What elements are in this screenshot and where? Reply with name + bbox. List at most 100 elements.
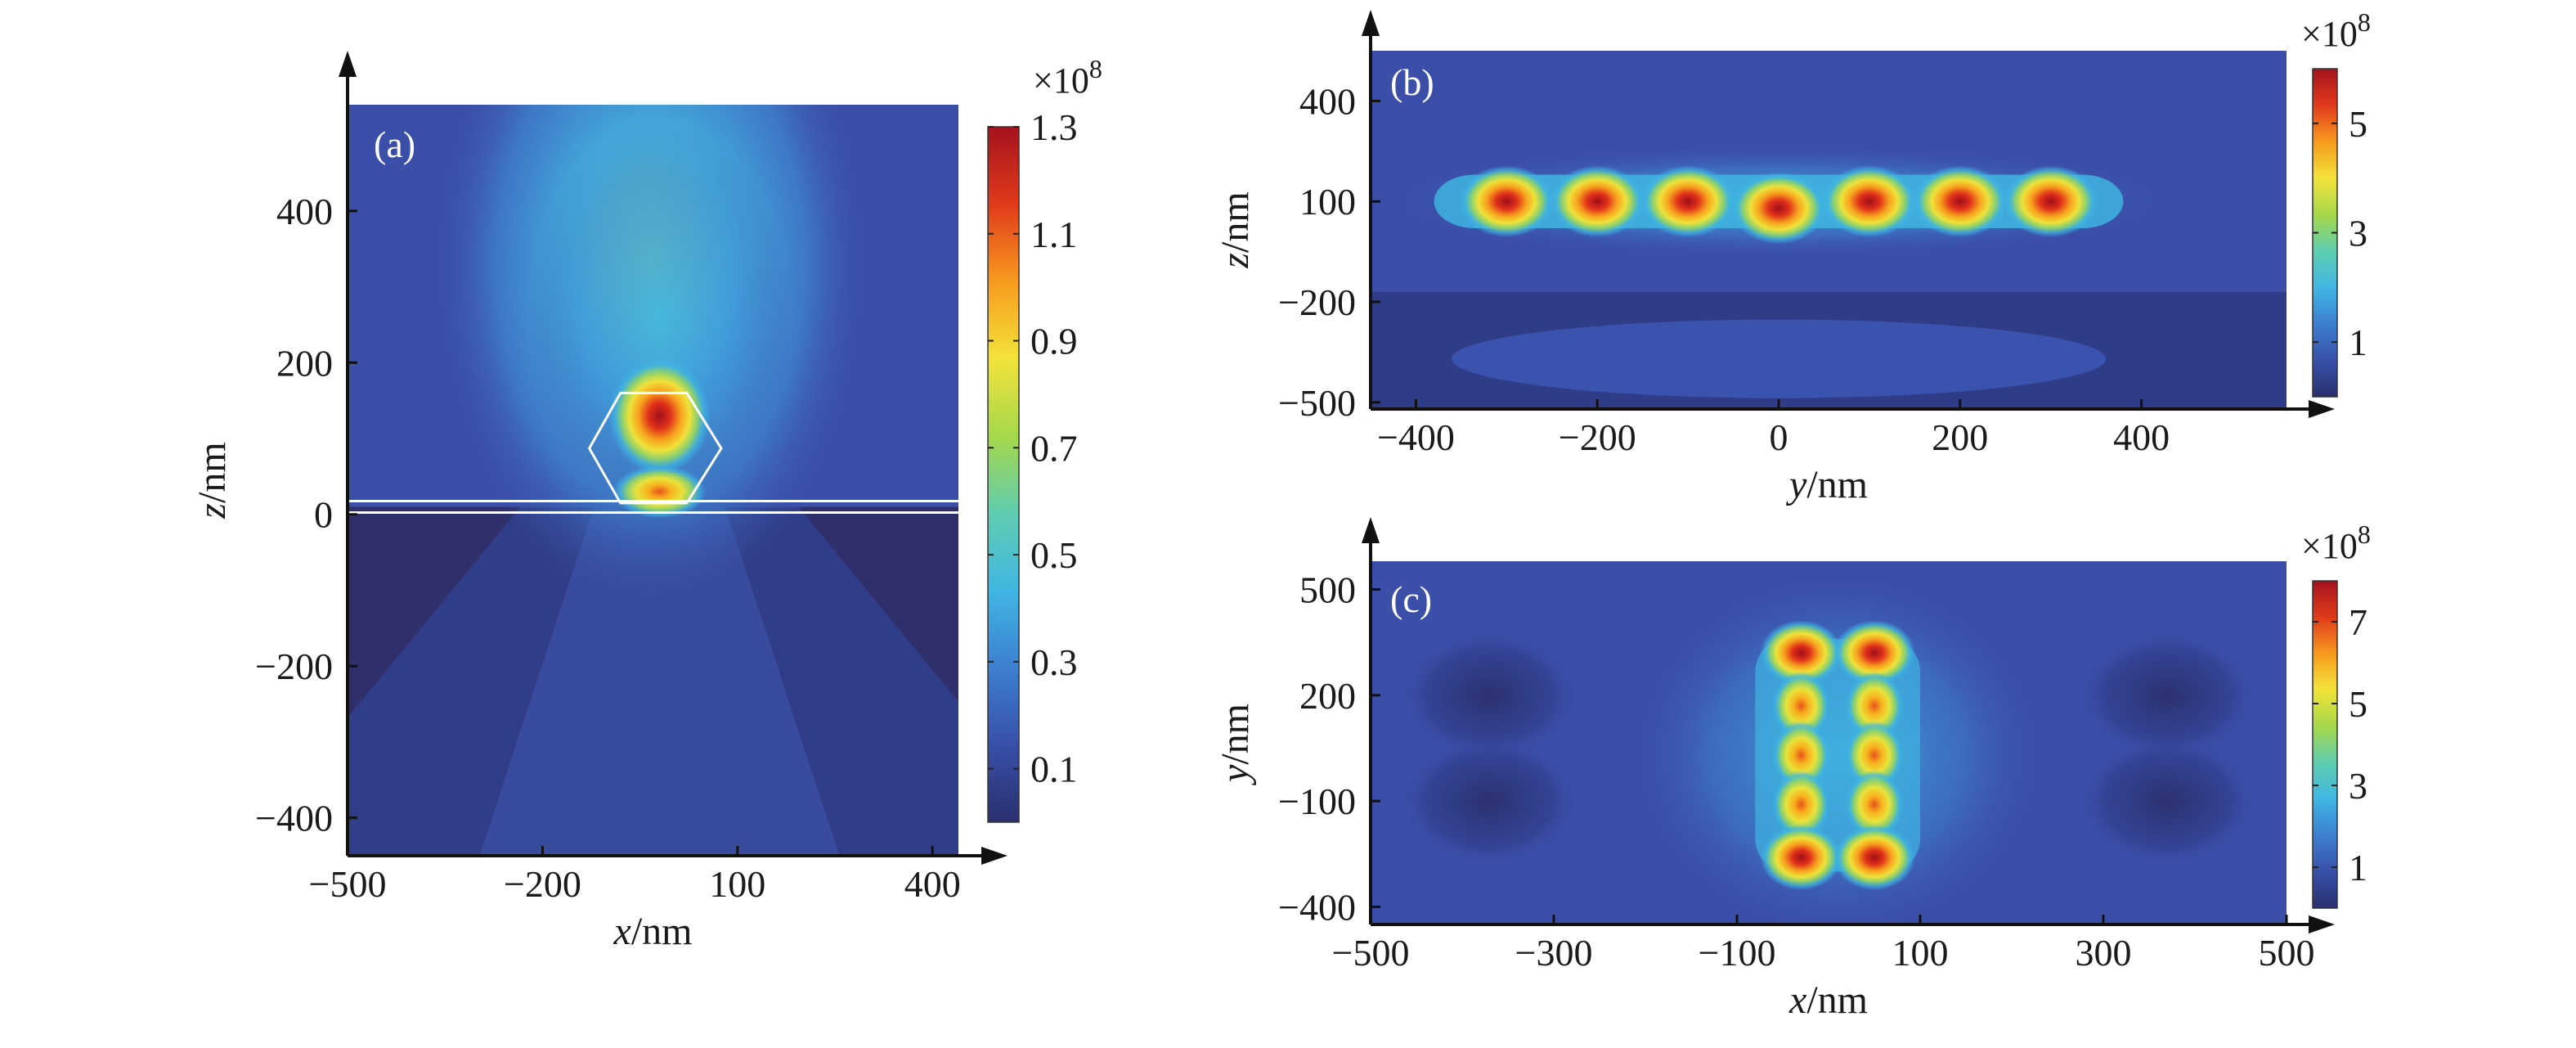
hotspot: [608, 357, 711, 475]
y-tick-label: 400: [1299, 80, 1356, 122]
x-tick-label: −200: [1559, 416, 1636, 458]
y-tick-label: −100: [1278, 780, 1356, 822]
y-tick-label: −200: [1278, 281, 1356, 323]
x-tick-label: −300: [1515, 932, 1593, 974]
y-axis-label: z/nm: [191, 442, 234, 519]
x-axis-label: y/nm: [1785, 463, 1868, 506]
colorbar-multiplier: ×108: [1033, 54, 1102, 101]
y-axis-arrow: [1362, 517, 1380, 543]
y-axis-unit: /nm: [1214, 704, 1257, 765]
panel-label: (c): [1390, 578, 1432, 620]
x-axis-unit: /nm: [631, 910, 693, 953]
colorbar-exponent: 8: [2358, 7, 2371, 37]
colorbar-tick-label: 1: [2349, 847, 2367, 888]
dark-lobe: [2077, 629, 2258, 761]
colorbar-tick-label: 5: [2349, 683, 2367, 725]
y-tick-label: 200: [1299, 675, 1356, 717]
y-axis-var: y: [1214, 764, 1257, 786]
hotspot: [1760, 620, 1842, 686]
y-tick-label: 0: [314, 494, 333, 536]
y-axis-unit: /nm: [1214, 191, 1257, 253]
colorbar-multiplier: ×108: [2301, 7, 2371, 54]
dark-lobe: [1399, 735, 1580, 867]
colorbar-tick-label: 1.1: [1030, 214, 1078, 255]
x-tick-label: 100: [1892, 932, 1949, 974]
x-axis-unit: /nm: [1806, 978, 1868, 1022]
hotspot: [1771, 770, 1831, 839]
y-tick-label: 200: [276, 342, 333, 384]
hotspot: [1771, 671, 1831, 740]
x-axis-label: x/nm: [1788, 978, 1868, 1022]
colorbar-2: 1 3 5 ×108: [2301, 7, 2371, 398]
y-tick-label: −500: [1278, 382, 1356, 424]
colorbar-1: 0.1 0.3 0.5 0.7 0.9 1.1 1.3 ×108: [987, 54, 1102, 823]
y-tick-label: −400: [1278, 886, 1356, 928]
field-plume-core: [528, 120, 791, 514]
colorbar-tick-label: 1.3: [1030, 106, 1078, 148]
y-axis-arrow: [339, 51, 357, 77]
x-tick-label: −200: [504, 863, 581, 905]
colorbar-exponent: 8: [1089, 54, 1102, 83]
x-axis-arrow: [981, 847, 1008, 865]
x-tick-label: −500: [1332, 932, 1410, 974]
y-tick-label: −400: [255, 798, 333, 839]
colorbar-gradient: [987, 126, 1020, 823]
heatmap-b: [1371, 51, 2287, 409]
x-tick-label: 200: [1932, 416, 1988, 458]
colorbar-tick-label: 5: [2349, 103, 2367, 145]
colorbar-tick-label: 7: [2349, 601, 2367, 643]
x-tick-label: 0: [1770, 416, 1788, 458]
lower-field-lobe: [1452, 319, 2107, 398]
hotspot: [1845, 770, 1904, 839]
hotspot: [1821, 165, 1917, 238]
substrate-core: [479, 506, 840, 856]
hotspot: [1912, 165, 2008, 238]
hotspot: [1845, 671, 1904, 740]
y-axis-var: z: [1214, 253, 1257, 269]
y-tick-label: −200: [255, 645, 333, 687]
dark-lobe: [2077, 735, 2258, 867]
colorbar-exponent: 8: [2358, 520, 2371, 549]
x-axis-arrow: [2309, 915, 2335, 933]
hotspot: [1640, 165, 1736, 238]
colorbar-tick-label: 3: [2349, 765, 2367, 807]
colorbar-tick-label: 1: [2349, 322, 2367, 363]
colorbar-tick-label: 0.3: [1030, 641, 1078, 683]
hotspot: [1771, 721, 1831, 790]
x-axis-var: x: [613, 910, 631, 953]
colorbar-tick-label: 0.1: [1030, 749, 1078, 790]
x-tick-label: 300: [2076, 932, 2132, 974]
x-tick-label: −400: [1377, 416, 1455, 458]
colorbar-tick-label: 3: [2349, 213, 2367, 254]
hotspot: [1459, 165, 1555, 238]
x-axis-var: y: [1785, 463, 1807, 506]
y-axis-arrow: [1362, 10, 1380, 36]
x-axis-arrow: [2309, 400, 2335, 418]
heatmap-c: [1371, 561, 2287, 924]
hotspot: [1833, 825, 1915, 891]
particle-outline: [587, 391, 723, 505]
hotspot: [2003, 165, 2098, 238]
colorbar-tick-label: 0.9: [1030, 321, 1078, 362]
colorbar-multiplier-base: ×10: [2301, 14, 2358, 54]
y-axis-label: y/nm: [1214, 704, 1257, 786]
x-tick-label: 500: [2259, 932, 2315, 974]
x-tick-label: 400: [2113, 416, 2170, 458]
y-axis-unit: /nm: [191, 442, 234, 503]
dark-lobe: [1399, 629, 1580, 761]
x-axis-var: x: [1788, 978, 1806, 1022]
hotspot: [1833, 620, 1915, 686]
y-tick-label: 100: [1299, 181, 1356, 223]
hotspot: [1760, 825, 1842, 891]
y-tick-label: 500: [1299, 569, 1356, 610]
y-tick-label: 400: [276, 191, 333, 232]
x-tick-label: 400: [904, 863, 961, 905]
colorbar-3: 1 3 5 7 ×108: [2301, 520, 2371, 909]
axes-3: −500 −300 −100 100 300 500−400−100200500x/nmy…: [1214, 517, 2335, 1022]
colorbar-multiplier-base: ×10: [1033, 61, 1089, 101]
y-axis-label: z/nm: [1214, 191, 1257, 268]
colorbar-multiplier: ×108: [2301, 520, 2371, 566]
